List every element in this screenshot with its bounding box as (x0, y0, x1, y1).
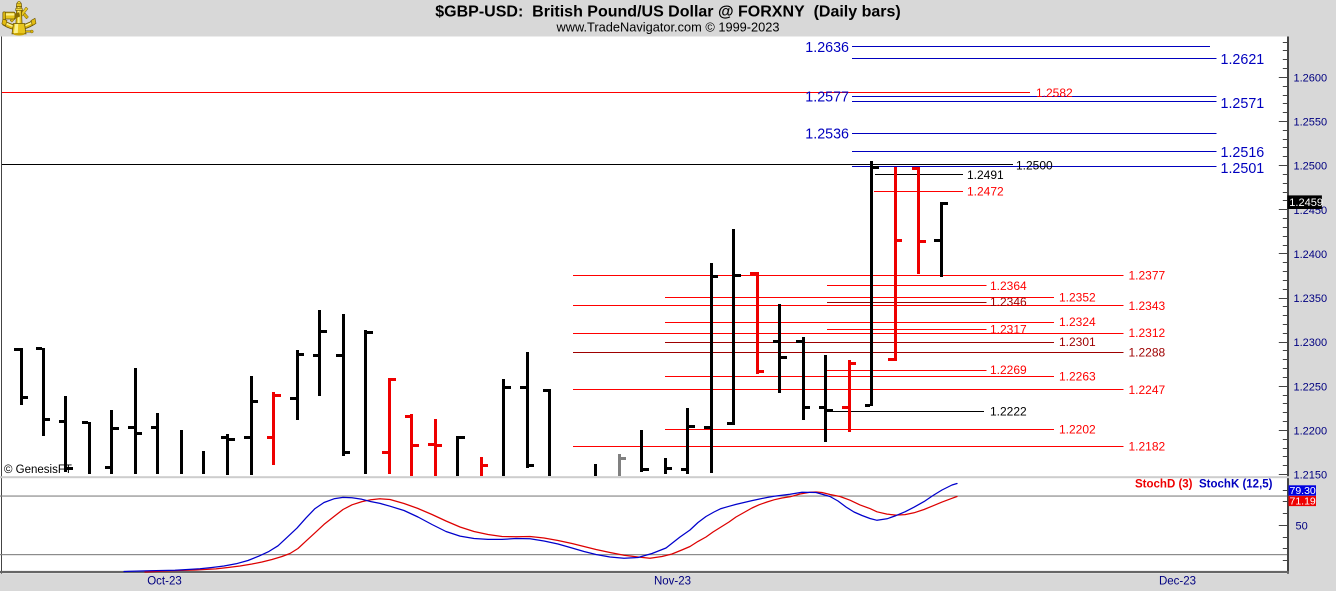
svg-text:1.2350: 1.2350 (1294, 293, 1328, 305)
svg-text:1.2317: 1.2317 (990, 322, 1027, 336)
svg-text:1.2516: 1.2516 (1221, 145, 1265, 161)
svg-text:71.19: 71.19 (1290, 496, 1316, 508)
svg-text:1.2500: 1.2500 (1016, 159, 1053, 173)
svg-text:1.2621: 1.2621 (1221, 52, 1265, 68)
svg-text:1.2312: 1.2312 (1129, 326, 1166, 340)
svg-text:StochD (3): StochD (3) (1135, 479, 1193, 491)
svg-text:1.2600: 1.2600 (1294, 72, 1328, 84)
svg-text:1.2459: 1.2459 (1289, 197, 1323, 209)
svg-text:1.2636: 1.2636 (805, 40, 849, 56)
svg-text:© GenesisFT: © GenesisFT (4, 464, 72, 476)
svg-text:1.2263: 1.2263 (1059, 369, 1096, 383)
svg-text:1.2301: 1.2301 (1059, 335, 1096, 349)
svg-text:79.30: 79.30 (1290, 485, 1316, 497)
svg-text:www.TradeNavigator.com © 1999-: www.TradeNavigator.com © 1999-2023 (555, 20, 779, 35)
svg-text:1.2343: 1.2343 (1129, 299, 1166, 313)
svg-text:1.2269: 1.2269 (990, 363, 1027, 377)
svg-text:StochK (12,5): StochK (12,5) (1199, 479, 1273, 491)
svg-text:Dec-23: Dec-23 (1159, 576, 1196, 588)
svg-text:1.2501: 1.2501 (1221, 161, 1265, 177)
svg-text:1.2577: 1.2577 (805, 90, 849, 106)
svg-text:1.2377: 1.2377 (1129, 269, 1166, 283)
svg-text:1.2150: 1.2150 (1294, 470, 1328, 482)
svg-text:1.2500: 1.2500 (1294, 161, 1328, 173)
svg-text:1.2582: 1.2582 (1036, 86, 1073, 100)
svg-text:50: 50 (1296, 520, 1308, 532)
svg-text:$GBP-USD: British Pound/US Do: $GBP-USD: British Pound/US Dollar @ FORX… (435, 4, 900, 21)
svg-text:1.2250: 1.2250 (1294, 381, 1328, 393)
svg-text:1.2202: 1.2202 (1059, 423, 1096, 437)
svg-text:1.2400: 1.2400 (1294, 249, 1328, 261)
svg-text:1.2200: 1.2200 (1294, 425, 1328, 437)
svg-text:1.2346: 1.2346 (990, 295, 1027, 309)
svg-text:1.2288: 1.2288 (1129, 346, 1166, 360)
svg-text:1.2571: 1.2571 (1221, 96, 1265, 112)
svg-text:1.2550: 1.2550 (1294, 117, 1328, 129)
svg-text:1.2182: 1.2182 (1129, 440, 1166, 454)
svg-text:1.2352: 1.2352 (1059, 291, 1096, 305)
svg-text:1.2324: 1.2324 (1059, 315, 1096, 329)
svg-text:1.2300: 1.2300 (1294, 337, 1328, 349)
svg-text:1.2472: 1.2472 (967, 184, 1004, 198)
svg-text:1.2491: 1.2491 (967, 168, 1004, 182)
svg-text:1.2364: 1.2364 (990, 279, 1027, 293)
svg-text:1.2222: 1.2222 (990, 404, 1027, 418)
svg-text:Oct-23: Oct-23 (147, 576, 182, 588)
svg-text:1.2247: 1.2247 (1129, 383, 1166, 397)
svg-text:1.2536: 1.2536 (805, 127, 849, 143)
svg-text:Nov-23: Nov-23 (654, 576, 691, 588)
